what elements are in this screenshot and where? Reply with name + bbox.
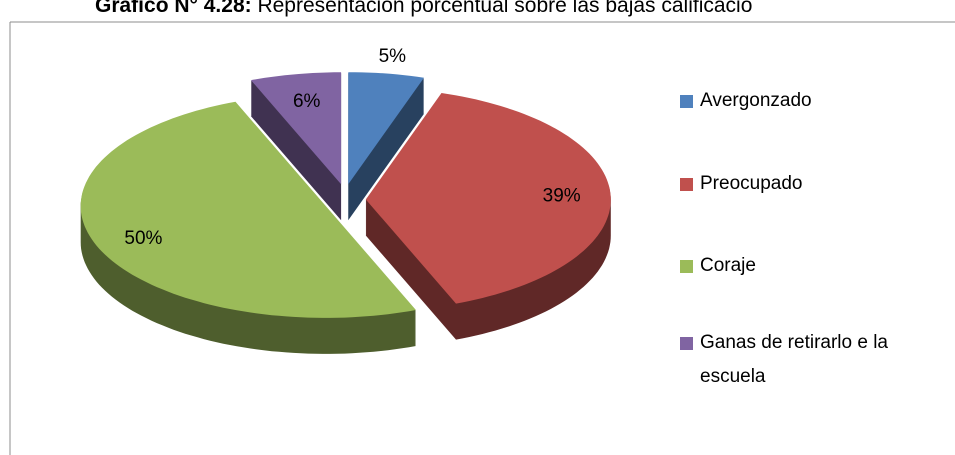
chart-title: Gráfico N° 4.28: Representación porcentu… — [95, 0, 752, 17]
legend-label: Avergonzado — [700, 90, 812, 111]
slice — [348, 72, 424, 185]
data-label: 6% — [293, 91, 321, 112]
legend-item: Coraje — [680, 249, 935, 283]
legend-item: Preocupado — [680, 167, 935, 201]
legend-swatch — [680, 95, 693, 108]
title-text: Representación porcentual sobre las baja… — [252, 0, 753, 17]
legend-label: Preocupado — [700, 173, 803, 194]
legend-item: Avergonzado — [680, 84, 935, 118]
data-label: 50% — [124, 228, 162, 249]
slice — [250, 72, 342, 185]
legend-swatch — [680, 337, 693, 350]
data-label: 5% — [379, 46, 407, 67]
legend-label: Ganas de retirarlo e la escuela — [700, 332, 888, 387]
slice — [365, 93, 611, 304]
data-label: 39% — [543, 186, 581, 207]
legend-item: Ganas de retirarlo e la escuela — [680, 326, 935, 394]
legend-swatch — [680, 178, 693, 191]
slice — [80, 101, 416, 318]
title-prefix: Gráfico N° 4.28: — [95, 0, 252, 17]
legend-swatch — [680, 260, 693, 273]
legend-label: Coraje — [700, 255, 756, 276]
